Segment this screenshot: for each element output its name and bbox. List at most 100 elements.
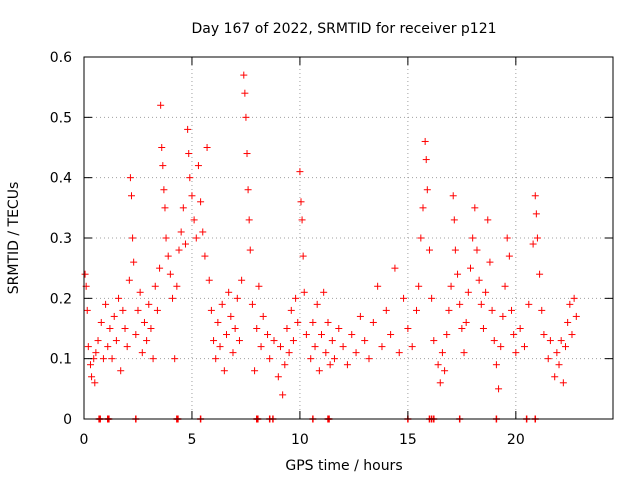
data-point bbox=[428, 294, 436, 302]
data-point bbox=[210, 337, 218, 345]
data-point bbox=[307, 355, 315, 363]
data-point bbox=[484, 216, 492, 224]
data-point bbox=[156, 264, 164, 272]
y-tick-label: 0.3 bbox=[50, 231, 72, 247]
data-point bbox=[229, 349, 237, 357]
data-point bbox=[129, 234, 137, 242]
data-point bbox=[119, 306, 127, 314]
data-point bbox=[259, 312, 267, 320]
data-point bbox=[456, 300, 464, 308]
data-point bbox=[197, 198, 205, 206]
data-point bbox=[121, 325, 129, 332]
y-tick-label: 0.2 bbox=[50, 291, 72, 307]
data-point bbox=[257, 343, 265, 351]
data-point bbox=[149, 355, 157, 363]
data-point bbox=[140, 318, 148, 326]
data-point bbox=[240, 71, 248, 79]
data-point bbox=[475, 276, 483, 284]
data-point bbox=[175, 246, 183, 254]
data-point bbox=[503, 234, 511, 242]
data-point bbox=[220, 367, 228, 375]
x-axis-label: GPS time / hours bbox=[285, 458, 402, 474]
data-point bbox=[289, 337, 297, 345]
data-point bbox=[126, 174, 134, 182]
data-point bbox=[536, 270, 544, 278]
data-point bbox=[298, 216, 306, 224]
data-point bbox=[531, 192, 539, 200]
data-point bbox=[326, 361, 334, 369]
data-point bbox=[361, 337, 369, 345]
data-point bbox=[460, 349, 468, 357]
data-point bbox=[162, 234, 170, 242]
data-point bbox=[297, 198, 305, 206]
data-point bbox=[464, 288, 472, 296]
data-point bbox=[400, 294, 408, 302]
data-point bbox=[488, 306, 496, 314]
data-point bbox=[161, 204, 169, 212]
data-point bbox=[322, 349, 330, 357]
data-point bbox=[441, 367, 449, 375]
data-point bbox=[299, 252, 307, 260]
data-point bbox=[512, 349, 520, 357]
data-point bbox=[343, 361, 351, 369]
data-point bbox=[251, 367, 259, 375]
data-point bbox=[447, 282, 455, 290]
data-point bbox=[486, 258, 494, 266]
data-point bbox=[450, 216, 458, 224]
y-tick-label: 0 bbox=[63, 412, 72, 428]
data-point bbox=[436, 379, 444, 387]
data-point bbox=[434, 361, 442, 369]
data-point bbox=[438, 349, 446, 357]
data-point bbox=[106, 325, 114, 332]
data-point bbox=[233, 294, 241, 302]
data-point bbox=[492, 361, 500, 369]
data-point bbox=[255, 282, 263, 290]
data-point bbox=[153, 306, 161, 314]
data-point bbox=[445, 306, 453, 314]
data-point bbox=[544, 355, 552, 363]
data-point bbox=[94, 337, 102, 345]
data-point bbox=[143, 337, 151, 345]
tick-labels: 0 0.1 0.2 0.3 0.4 0.5 0.6 0 5 10 15 20 bbox=[50, 50, 525, 448]
data-point bbox=[227, 312, 235, 320]
data-point bbox=[477, 300, 485, 308]
data-point bbox=[318, 331, 326, 339]
data-point bbox=[279, 391, 287, 399]
data-point bbox=[482, 288, 490, 296]
x-tick-label: 0 bbox=[80, 432, 89, 448]
data-point bbox=[151, 282, 159, 290]
data-point bbox=[110, 312, 118, 320]
data-point bbox=[408, 343, 416, 351]
data-point bbox=[81, 270, 89, 278]
data-point bbox=[417, 234, 425, 242]
data-point bbox=[451, 246, 459, 254]
data-point bbox=[186, 174, 194, 182]
data-point bbox=[134, 306, 142, 314]
data-point bbox=[546, 337, 554, 345]
data-point bbox=[382, 306, 390, 314]
data-point bbox=[181, 240, 189, 248]
data-point bbox=[91, 379, 99, 387]
data-point bbox=[84, 343, 92, 351]
data-point bbox=[568, 331, 576, 339]
data-point bbox=[203, 144, 211, 151]
data-point bbox=[378, 343, 386, 351]
data-point bbox=[115, 294, 123, 302]
data-point bbox=[404, 325, 412, 332]
data-point bbox=[136, 288, 144, 296]
x-tick-label: 15 bbox=[399, 432, 417, 448]
data-point bbox=[214, 318, 222, 326]
data-point bbox=[553, 349, 561, 357]
data-point bbox=[501, 282, 509, 290]
data-point bbox=[166, 270, 174, 278]
data-point bbox=[243, 150, 251, 158]
data-point bbox=[356, 312, 364, 320]
data-point bbox=[339, 343, 347, 351]
data-point bbox=[302, 331, 310, 339]
data-point bbox=[179, 204, 187, 212]
data-point bbox=[132, 331, 140, 339]
y-tick-label: 0.4 bbox=[50, 171, 72, 187]
data-point bbox=[192, 234, 200, 242]
data-point bbox=[419, 204, 427, 212]
